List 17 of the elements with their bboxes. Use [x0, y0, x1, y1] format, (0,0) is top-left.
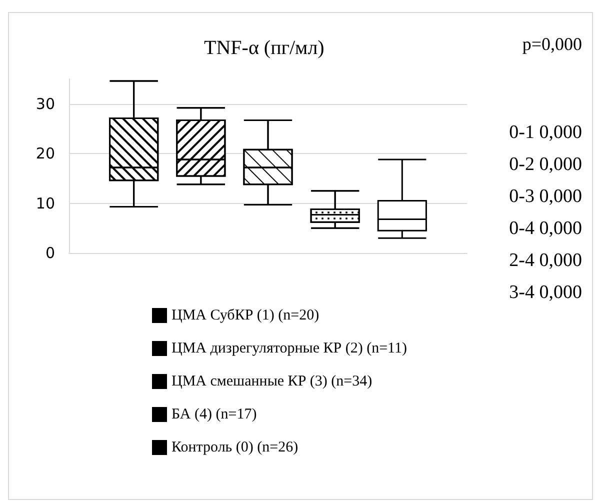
text: 0-1 0,000 — [509, 122, 582, 143]
legend-label: БА (4) (n=17) — [172, 406, 257, 422]
legend-label: ЦМА дизрегуляторные КР (2) (n=11) — [172, 340, 407, 356]
y-tick-label: 10 — [36, 194, 55, 212]
y-tick-label: 30 — [36, 94, 55, 113]
text: 0-4 0,000 — [509, 218, 582, 239]
text: 0-3 0,000 — [509, 186, 582, 207]
y-tick-label: 0 — [45, 244, 55, 262]
text: 3-4 0,000 — [509, 282, 582, 303]
y-tick-label: 20 — [36, 144, 55, 163]
legend-label: ЦМА СубКР (1) (n=20) — [172, 308, 320, 324]
text: p=0,000 — [522, 34, 582, 54]
text: 0-2 0,000 — [509, 154, 582, 175]
text: 2-4 0,000 — [509, 250, 582, 271]
legend-label: ЦМА смешанные КР (3) (n=34) — [172, 374, 372, 390]
legend-label: Контроль (0) (n=26) — [172, 440, 298, 456]
chart-title: TNF-α (пг/мл) — [204, 37, 324, 59]
